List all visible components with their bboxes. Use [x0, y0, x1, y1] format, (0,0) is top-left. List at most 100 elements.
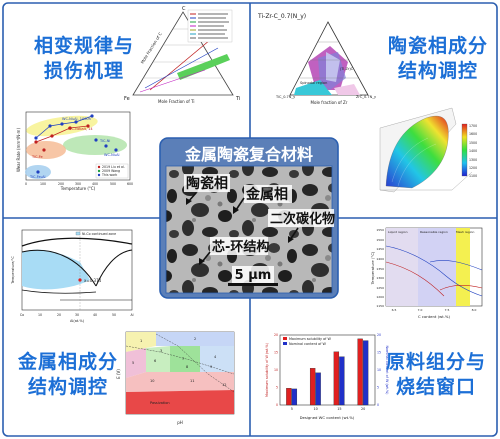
pourbaix-y-axis: E (V) [116, 369, 121, 379]
sintering-y-tick: 1550 [376, 228, 384, 232]
colormap-tick: 1100 [469, 174, 477, 178]
scale-bar-label: 5 μm [235, 268, 272, 283]
wear-x-tick: 300 [75, 182, 81, 186]
wear-annotation-5: WC-Ni₃Al [104, 153, 120, 157]
wear-x-tick: 500 [110, 182, 116, 186]
mole-fraction-ti-axis: Mole Fraction of Ti [158, 99, 195, 104]
pourbaix-region: 3 [160, 349, 162, 353]
fe-ti-c-diagram: C Fe Ti Mole Fraction of C Mole Fraction… [124, 6, 240, 104]
wear-annotation-3: TiC-Fe [31, 155, 43, 159]
ternary-point-label: (Ti,Zr)C [340, 67, 354, 71]
phase-x-tick: 30 [75, 313, 79, 317]
pourbaix-region: 9 [210, 365, 212, 369]
sintering-y-tick: 1450 [376, 247, 384, 251]
wear-legend-1: 2019 Liu et al. [102, 165, 125, 169]
bar-legend-label-2: Nominal content of W [289, 342, 327, 346]
colormap-tick: 1400 [469, 149, 477, 153]
bar-x-tick: 15 [337, 407, 341, 411]
ternary-title: Ti-Zr-C_0.7(N_y) [257, 13, 306, 20]
bar-legend-label-1: Maximum solubility of W [289, 337, 331, 341]
sintering-x-tick: 7.5 [445, 308, 450, 312]
pourbaix-region: 2 [194, 337, 196, 341]
sintering-x-tick: 6.5 [392, 308, 397, 312]
sintering-window-chart: Liquid region Reasonable region Mesh reg… [370, 227, 483, 319]
bar-legend-swatch-1 [283, 337, 287, 340]
core-rim-label: 芯-环结构 [212, 239, 269, 255]
bar-max-solubility-5 [286, 388, 292, 406]
wear-legend-3: This work [101, 173, 117, 177]
bar-x-tick: 20 [361, 407, 365, 411]
bar-y-tick-right: 0 [377, 403, 379, 407]
sintering-y-tick: 1200 [376, 295, 384, 299]
sintering-x-tick: 7.0 [418, 308, 423, 312]
bar-max-solubility-10 [309, 368, 316, 406]
colormap-3d-surface: 1700 1600 1500 1400 1300 1200 1100 [379, 107, 477, 193]
co-al-phase-diagram: x=0.374 Ni-Co continued zone Temperature… [11, 229, 134, 323]
wear-x-tick: 200 [58, 182, 64, 186]
phase-x-tick: Al [130, 313, 133, 317]
phase-x-tick: 10 [38, 313, 42, 317]
bar-nominal-20 [362, 340, 369, 406]
spinodal-region-label: Spinodal region [300, 81, 327, 85]
colormap-tick: 1500 [469, 141, 477, 145]
bar-x-tick: 10 [313, 407, 317, 411]
sintering-y-tick: 1250 [376, 286, 384, 290]
sintering-region: Reasonable region [420, 230, 448, 234]
phase-y-axis: Temperature/°C [11, 256, 15, 285]
pourbaix-region: 11 [190, 379, 194, 383]
sintering-region: Liquid region [388, 230, 408, 234]
bar-nominal-5 [291, 388, 298, 406]
phase-x-tick: Co [20, 313, 24, 317]
colormap-tick: 1300 [469, 158, 477, 162]
pourbaix-region: 8 [186, 365, 188, 369]
bar-y-tick: 10 [274, 368, 278, 372]
wear-x-tick: 0 [25, 182, 27, 186]
corner-ti-label: Ti [235, 96, 240, 102]
sintering-y-tick: 1500 [376, 238, 384, 242]
sintering-y-tick: 1350 [376, 267, 384, 271]
phase-x-tick: 50 [112, 313, 116, 317]
bar-y-axis-label-left: Maximum solubility of W (wt.%) [265, 342, 269, 397]
ternary-right-label: ZrC_0.7N_y [356, 95, 376, 99]
ternary-left-label: TiC_0.7N_y [275, 95, 295, 99]
pourbaix-region: 6 [154, 359, 156, 363]
bar-max-solubility-20 [357, 338, 363, 406]
ceramic-phase-label: 陶瓷相 [186, 175, 228, 192]
scale-bar [228, 283, 278, 286]
ternary-bottom-axis: Mole fraction of Zr [311, 100, 348, 105]
pourbaix-region: 1 [140, 339, 142, 343]
corner-c-label: C [182, 6, 186, 12]
sintering-region: Mesh region [456, 230, 474, 234]
wear-legend-2: 2009 Wang [102, 169, 120, 173]
bar-y-tick-right: 10 [377, 368, 381, 372]
wear-annotation-6: TiC-Fe₃Al [29, 175, 45, 179]
bar-y-tick-right: 15 [377, 351, 381, 355]
bar-legend-swatch-2 [283, 342, 287, 345]
bar-y-tick-right: 5 [377, 386, 379, 390]
bar-y-tick: 15 [274, 351, 278, 355]
title-metal-phase: 金属相成分 结构调控 [17, 351, 118, 398]
sintering-y-tick: 1300 [376, 276, 384, 280]
colormap-tick: 1200 [469, 166, 477, 170]
wear-x-tick: 600 [127, 182, 133, 186]
wear-x-tick: 100 [40, 182, 46, 186]
wear-x-axis-label: Temperature (°C) [60, 186, 96, 191]
sintering-y-tick: 1400 [376, 257, 384, 261]
bar-y-tick-right: 20 [377, 333, 381, 337]
sintering-y-tick: 1150 [376, 304, 384, 308]
bar-y-tick: 0 [276, 403, 278, 407]
bar-x-axis-label: Designed WC content (wt.%) [300, 415, 355, 420]
phase-legend: Ni-Co continued zone [82, 232, 116, 236]
sintering-y-axis: Temperature (°C) [370, 251, 375, 285]
bar-y-axis-label-right: Nominal content of W (wt.%) [385, 346, 389, 396]
bar-y-tick: 20 [274, 333, 278, 337]
wear-y-axis-label: Wear Rate (mm³/N·m) [16, 128, 21, 172]
ti-zr-c-ternary: Ti-Zr-C_0.7(N_y) (Ti,Zr)C Spinodal regio… [257, 13, 376, 105]
secondary-carbide-label: 二次碳化物 [270, 211, 335, 227]
wear-annotation-2: WC-cobalt, 14 [68, 127, 93, 131]
pourbaix-diagram: 1 2 3 4 5 6 7 8 9 10 11 12 Passivation p… [116, 331, 235, 425]
bar-nominal-10 [315, 372, 321, 406]
title-ceramic-phase: 陶瓷相成分 结构调控 [387, 35, 488, 82]
pourbaix-region: 10 [150, 379, 154, 383]
